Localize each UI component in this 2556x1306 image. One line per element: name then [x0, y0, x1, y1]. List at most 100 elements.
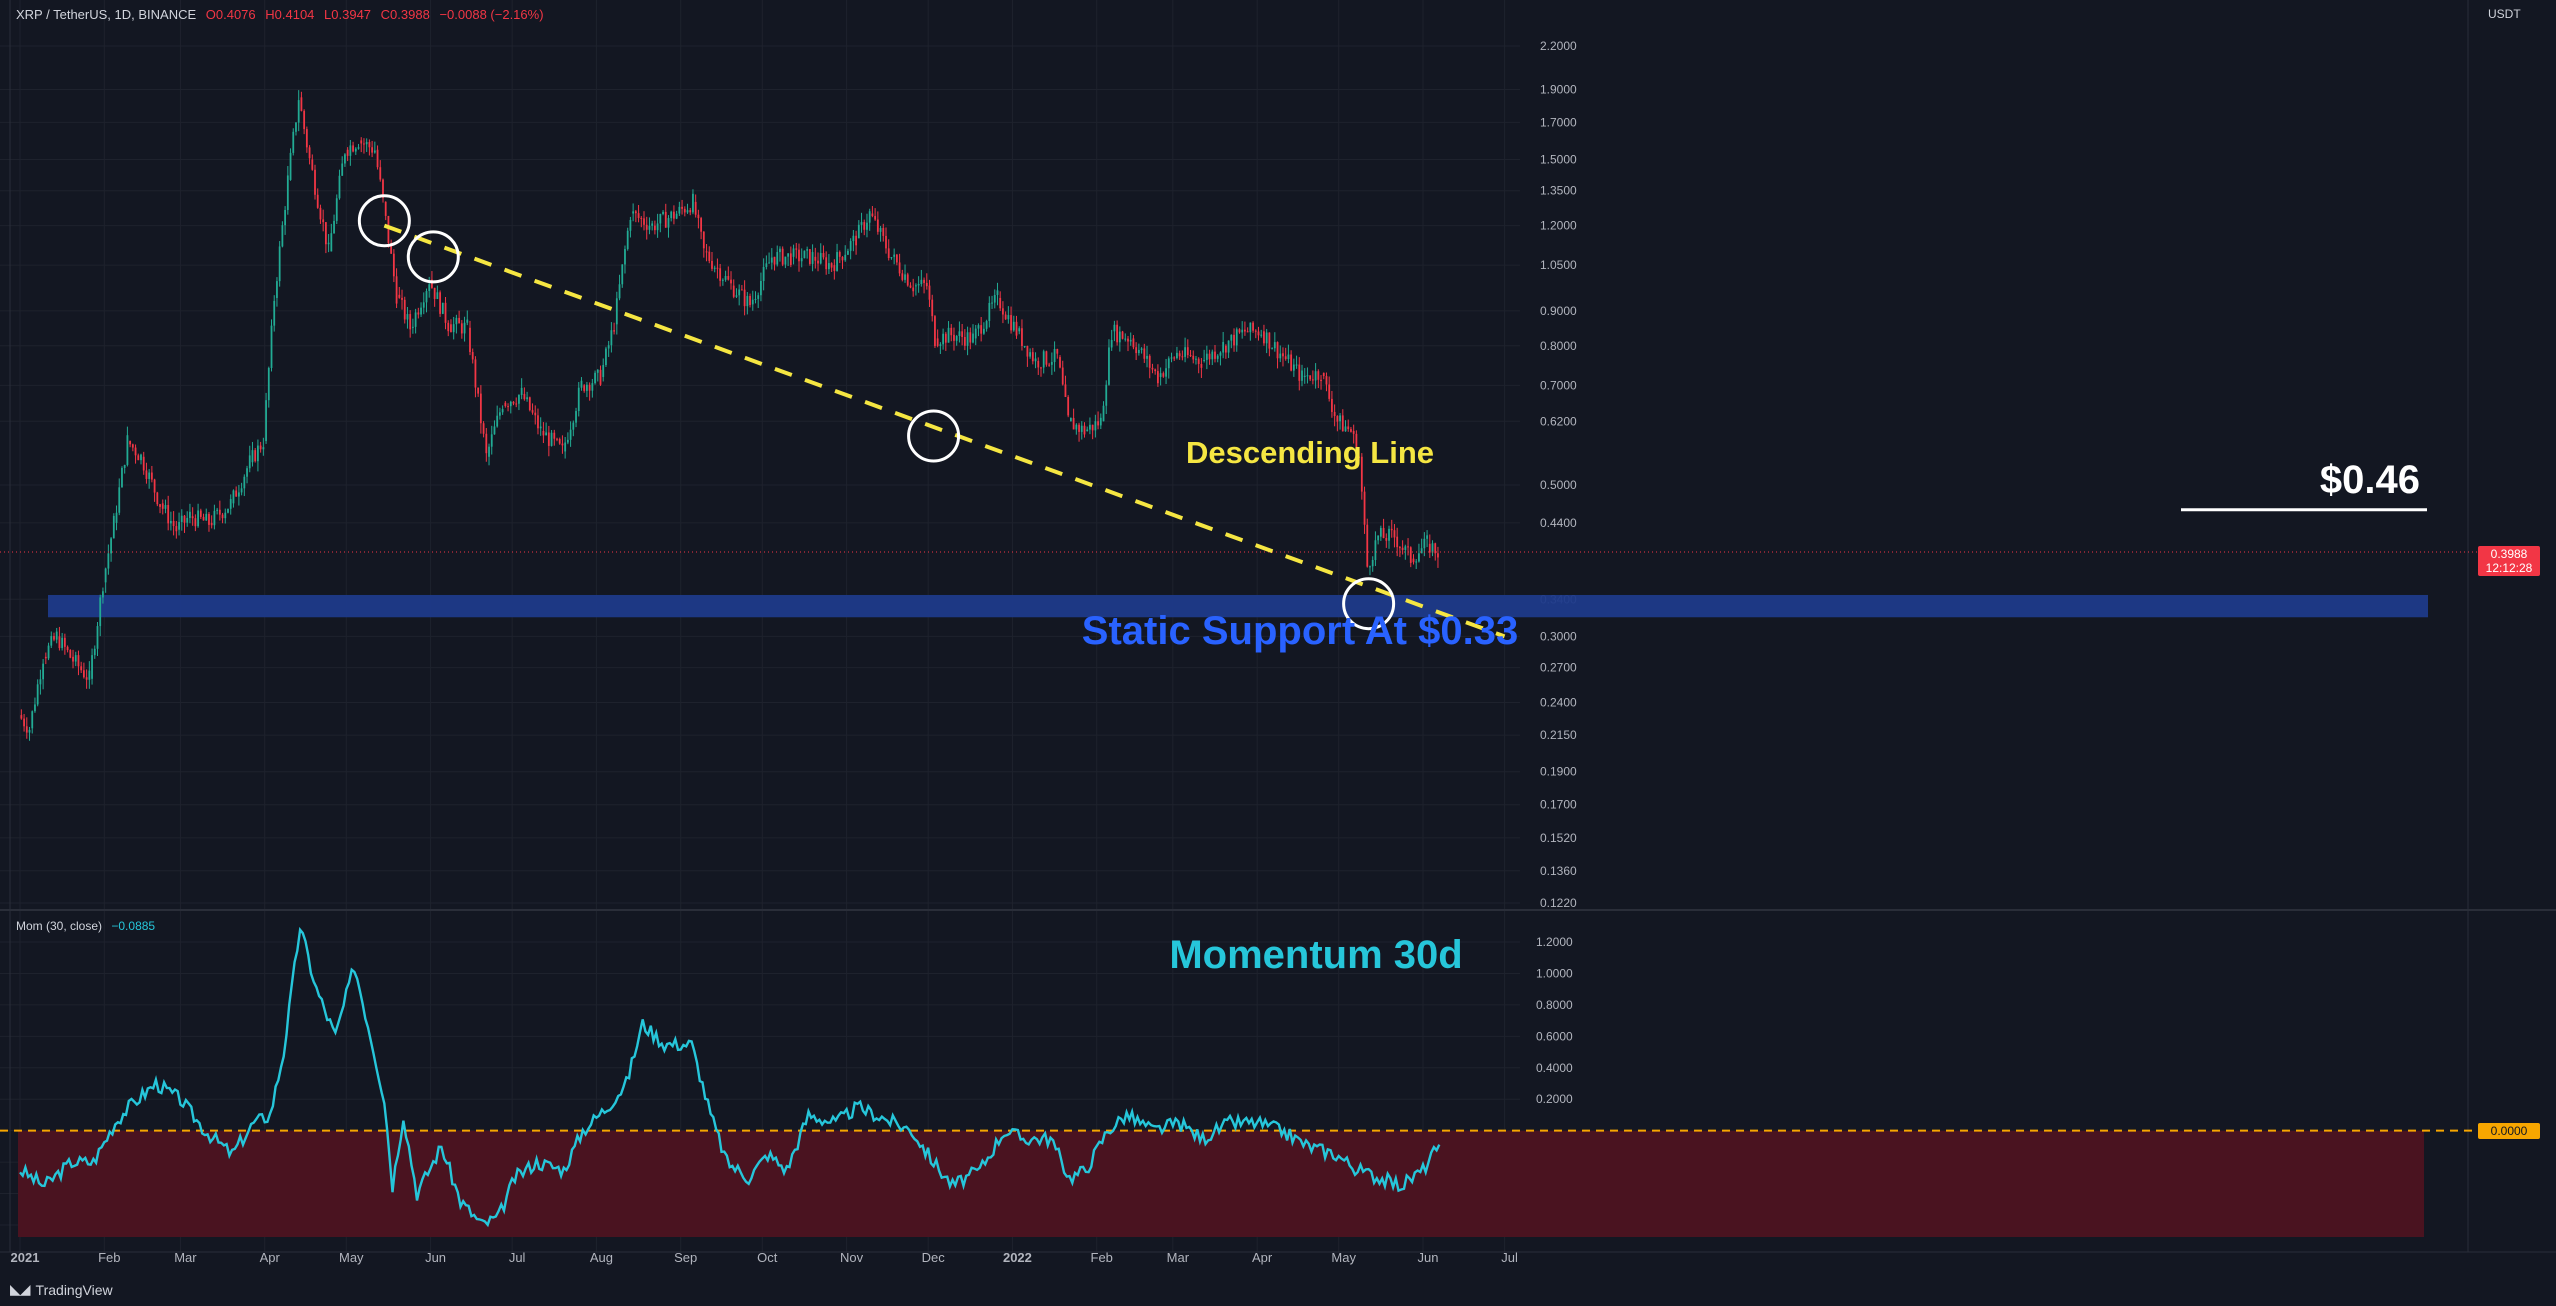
- candle-body: [131, 444, 134, 448]
- indicator-header: Mom (30, close) −0.0885: [16, 919, 161, 933]
- candle-body: [1015, 321, 1018, 336]
- candle-body: [376, 149, 379, 168]
- candle-body: [439, 292, 441, 314]
- candle-body: [61, 637, 64, 649]
- candle-body: [980, 325, 983, 334]
- candle-body: [1075, 424, 1078, 430]
- candle-body: [860, 222, 863, 225]
- candle-body: [44, 656, 47, 659]
- candle-body: [1007, 315, 1010, 320]
- candle-body: [373, 150, 376, 153]
- candle-body: [1181, 356, 1184, 358]
- candle-body: [558, 438, 561, 444]
- candle-body: [1178, 353, 1181, 357]
- candle-body: [670, 211, 673, 219]
- candle-body: [354, 148, 357, 152]
- candle-body: [1165, 368, 1167, 377]
- candle-body: [808, 249, 811, 264]
- support-zone: [48, 594, 2428, 618]
- candle-body: [1102, 405, 1105, 422]
- price-badge: 0.3988 12:12:28: [2478, 546, 2540, 576]
- candle-body: [384, 201, 387, 216]
- candle-body: [1290, 354, 1293, 371]
- candle-body: [1230, 334, 1233, 341]
- candle-body: [936, 338, 939, 346]
- candle-body: [392, 253, 395, 277]
- candle-body: [1284, 356, 1287, 360]
- candle-body: [93, 648, 96, 656]
- candle-body: [1328, 384, 1331, 399]
- candle-body: [1379, 527, 1382, 537]
- candle-body: [923, 279, 925, 283]
- candle-body: [218, 509, 221, 515]
- candle-body: [289, 152, 292, 180]
- candle-body: [1214, 351, 1216, 359]
- candle-body: [1072, 417, 1075, 430]
- candle-body: [825, 257, 828, 270]
- candle-body: [1371, 560, 1374, 567]
- candle-body: [770, 257, 773, 263]
- change-value: −0.0088 (−2.16%): [439, 7, 544, 22]
- candle-body: [716, 267, 719, 269]
- candle-body: [379, 167, 382, 180]
- candle-body: [262, 447, 265, 450]
- candle-body: [227, 508, 229, 513]
- candle-body: [205, 513, 208, 521]
- price-tick-label: 0.4400: [1540, 516, 1577, 530]
- candle-body: [145, 470, 148, 479]
- candle-body: [792, 248, 795, 257]
- candle-body: [1002, 308, 1004, 315]
- candle-body: [1409, 547, 1412, 563]
- candle-body: [634, 211, 637, 214]
- support-label: Static Support At $0.33: [1082, 609, 1518, 653]
- candle-body: [237, 492, 240, 497]
- tradingview-logo-icon: ◣◢: [10, 1281, 31, 1297]
- candle-body: [931, 299, 934, 317]
- candle-body: [909, 285, 912, 288]
- price-tick-label: 0.7000: [1540, 378, 1577, 392]
- candle-body: [452, 324, 455, 333]
- candle-body: [102, 591, 104, 598]
- candle-body: [553, 432, 556, 439]
- candle-body: [248, 455, 251, 469]
- candle-body: [164, 505, 167, 509]
- candle-body: [305, 129, 308, 148]
- candle-body: [1235, 329, 1238, 346]
- candle-body: [110, 538, 112, 554]
- price-tick-label: 0.1520: [1540, 831, 1577, 845]
- open-value: O0.4076: [205, 7, 256, 22]
- candle-body: [1124, 338, 1127, 340]
- candle-body: [950, 327, 953, 336]
- candle-body: [944, 333, 947, 343]
- candle-body: [1021, 328, 1023, 346]
- candle-body: [436, 292, 439, 299]
- candle-body: [417, 312, 420, 315]
- candle-body: [887, 248, 890, 258]
- candle-body: [47, 645, 50, 659]
- candle-body: [1428, 543, 1431, 553]
- candle-body: [784, 256, 787, 265]
- high-value: H0.4104: [265, 7, 315, 22]
- candle-body: [920, 279, 923, 285]
- candle-body: [719, 268, 722, 281]
- candle-body: [170, 520, 172, 524]
- candle-body: [414, 312, 417, 327]
- candle-body: [1146, 355, 1148, 359]
- footer[interactable]: ◣◢ TradingView: [10, 1281, 113, 1298]
- candle-body: [1224, 345, 1227, 353]
- candle-body: [477, 387, 480, 394]
- candle-body: [1056, 349, 1059, 354]
- resistance-label: $0.46: [2320, 458, 2420, 502]
- candle-body: [395, 276, 398, 304]
- candle-body: [1385, 537, 1388, 541]
- candle-body: [1347, 426, 1350, 430]
- candle-body: [1042, 351, 1045, 368]
- candle-body: [721, 279, 724, 281]
- candle-body: [1393, 530, 1396, 538]
- candle-body: [455, 317, 458, 325]
- candle-body: [1012, 321, 1015, 331]
- x-tick-label: Sep: [674, 1250, 697, 1265]
- candle-body: [1415, 561, 1418, 563]
- candle-body: [82, 670, 85, 678]
